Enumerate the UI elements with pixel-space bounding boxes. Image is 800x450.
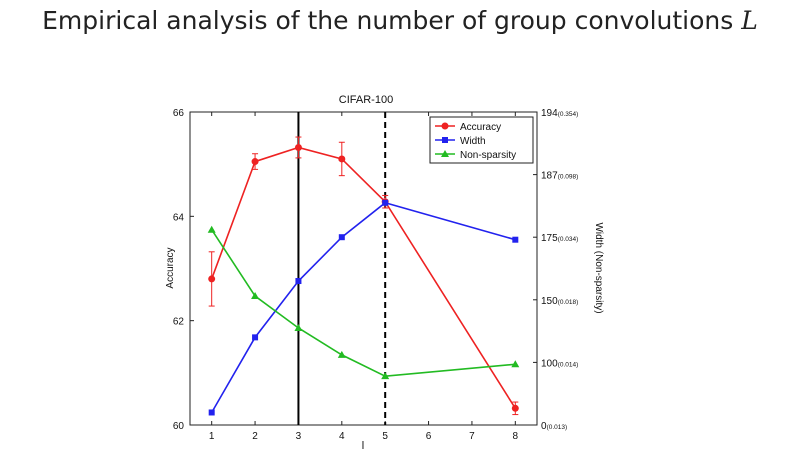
series-non-sparsity (207, 225, 520, 380)
plot-frame (189, 111, 538, 426)
marker-non-sparsity (441, 150, 449, 157)
series-width (208, 199, 519, 416)
y-right-tick-label: 175(0.034) (541, 233, 578, 244)
x-tick-label: 3 (296, 431, 302, 442)
marker-width (208, 409, 215, 416)
y-right-tick-label: 0(0.013) (541, 421, 567, 432)
marker-width (252, 334, 259, 341)
slide-title: Empirical analysis of the number of grou… (0, 6, 800, 35)
y-left-tick-label: 64 (173, 212, 185, 223)
marker-accuracy (511, 404, 519, 412)
marker-width (382, 199, 389, 206)
legend: Accuracy Width Non-sparsity (429, 116, 534, 164)
marker-accuracy (338, 155, 346, 163)
y-left-tick-label: 66 (173, 108, 185, 119)
marker-non-sparsity (337, 350, 346, 358)
legend-label-accuracy: Accuracy (460, 122, 501, 133)
y-right-tick-label: 100(0.014) (541, 358, 578, 369)
marker-width (442, 137, 448, 143)
x-tick-label: 2 (252, 431, 258, 442)
x-axis-label: l (362, 440, 364, 450)
marker-accuracy (441, 122, 449, 130)
marker-width (338, 234, 345, 241)
y-left-tick-label: 62 (173, 317, 185, 328)
marker-non-sparsity (381, 372, 390, 380)
series-line (210, 201, 516, 413)
x-tick-label: 7 (469, 431, 475, 442)
marker-accuracy (294, 143, 302, 151)
chart-title: CIFAR-100 (339, 94, 393, 106)
legend-label-width: Width (460, 136, 486, 147)
x-tick-label: 5 (382, 431, 388, 442)
marker-non-sparsity (511, 360, 520, 368)
x-tick-label: 6 (426, 431, 432, 442)
marker-non-sparsity (294, 323, 303, 331)
slide-title-math: L (741, 6, 758, 35)
series-line (210, 146, 516, 409)
x-tick-label: 8 (513, 431, 519, 442)
marker-non-sparsity (251, 292, 260, 300)
x-tick-label: 1 (209, 431, 215, 442)
marker-non-sparsity (207, 225, 216, 233)
y-left-tick-label: 60 (173, 421, 185, 432)
marker-width (295, 278, 302, 285)
y-right-tick-label: 194(0.354) (541, 108, 578, 119)
marker-accuracy (251, 158, 259, 166)
marker-accuracy (208, 275, 216, 283)
y-right-tick-label: 150(0.018) (541, 296, 578, 307)
marker-width (512, 236, 519, 243)
slide-title-text: Empirical analysis of the number of grou… (42, 6, 734, 35)
x-tick-label: 4 (339, 431, 345, 442)
series-line (211, 229, 516, 377)
y-axis-left-label: Accuracy (165, 247, 176, 288)
y-right-tick-label: 187(0.098) (541, 171, 578, 182)
y-axis-right-label: Width (Non-sparsity) (593, 222, 604, 313)
legend-label-non-sparsity: Non-sparsity (460, 150, 516, 161)
series-accuracy (208, 136, 519, 416)
